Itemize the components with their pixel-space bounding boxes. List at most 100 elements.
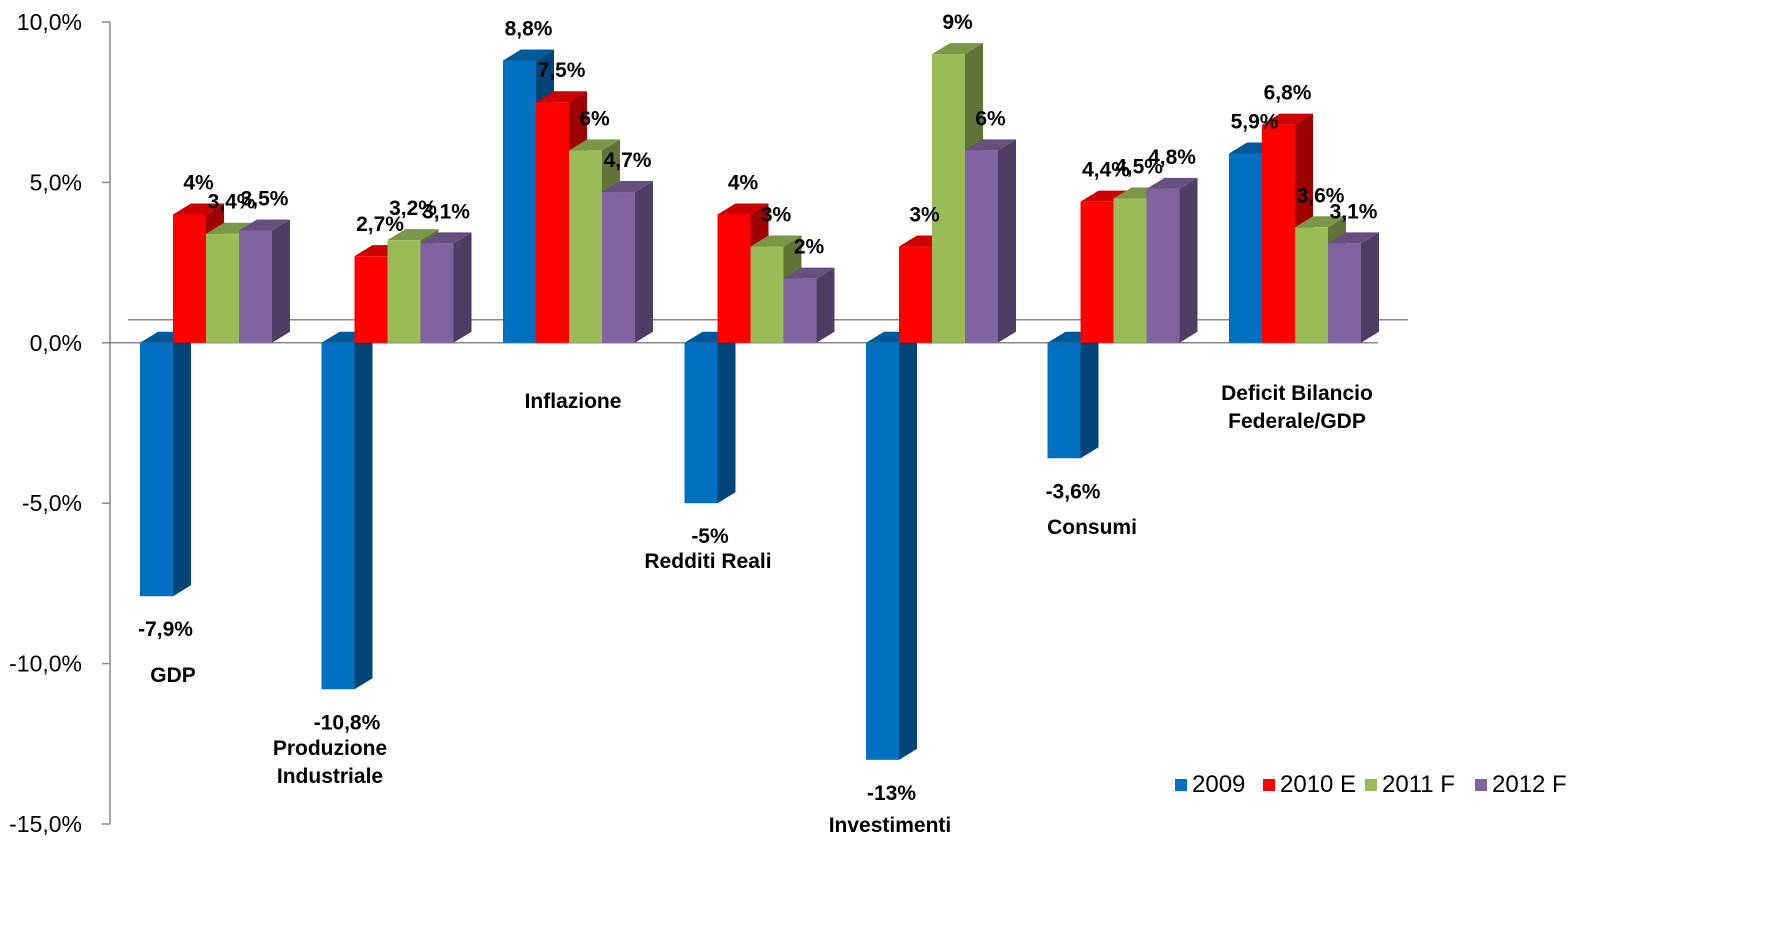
bar-front — [239, 230, 272, 343]
bar-front — [321, 342, 355, 690]
data-label: 3,4% — [208, 191, 256, 214]
data-label: 3% — [909, 204, 940, 227]
bar-front — [783, 278, 817, 343]
bar-investimenti-2009 — [866, 331, 917, 760]
bar-side — [899, 331, 917, 760]
legend-label: 2010 E — [1280, 771, 1356, 798]
bar-front — [387, 240, 421, 343]
data-labels: -7,9%4%3,4%3,5%-10,8%2,7%3,2%3,1%8,8%7,5… — [138, 11, 1378, 805]
data-label: 3,5% — [241, 188, 289, 211]
legend-label: 2009 — [1192, 771, 1245, 798]
bar-side — [354, 331, 373, 690]
bar-top — [1262, 113, 1313, 125]
bar-side — [272, 219, 290, 343]
bar-side — [173, 331, 191, 597]
y-tick-label: 0,0% — [30, 330, 82, 356]
data-label: -3,6% — [1046, 480, 1101, 503]
bar-front — [899, 246, 932, 343]
category-label-line: Federale/GDP — [1228, 410, 1366, 433]
bar-front — [866, 342, 899, 760]
bar-front — [503, 60, 536, 343]
bar-consumi-2009 — [1047, 331, 1099, 459]
bar-inflazione-2012-f — [602, 181, 653, 343]
bar-front — [1080, 201, 1114, 343]
data-label: 3% — [761, 204, 792, 227]
bar-top — [173, 203, 224, 215]
legend-swatch — [1475, 779, 1487, 791]
category-label-line: Inflazione — [525, 390, 622, 413]
bar-front — [932, 54, 965, 343]
y-tick-label: -15,0% — [9, 811, 82, 837]
bar-top — [602, 181, 653, 193]
data-label: 6% — [975, 107, 1006, 130]
category-label-line: Redditi Reali — [644, 550, 771, 573]
y-tick-label: 10,0% — [17, 9, 82, 35]
bar-gdp-2009 — [140, 331, 191, 597]
category-label: Consumi — [1047, 516, 1137, 539]
bar-top — [503, 49, 554, 61]
category-labels: GDP Produzione Industriale Inflazione Reddit… — [150, 382, 1373, 837]
bar-front — [684, 342, 718, 504]
data-label: 9% — [942, 11, 973, 34]
data-label: 3,1% — [422, 200, 470, 223]
bar-front — [602, 192, 635, 343]
bar-top — [932, 43, 983, 55]
bar-top — [420, 232, 472, 244]
bar-top — [1328, 232, 1379, 244]
category-label-line: Consumi — [1047, 516, 1137, 539]
data-label: 3,1% — [1330, 200, 1378, 223]
category-label: Produzione Industriale — [273, 737, 387, 788]
bar-front — [420, 243, 454, 343]
legend-swatch — [1175, 779, 1187, 791]
data-label: 4,8% — [1148, 146, 1196, 169]
bar-front — [1047, 342, 1081, 459]
bar-side — [1361, 232, 1379, 343]
bar-side — [635, 181, 653, 343]
bar-front — [206, 233, 239, 343]
legend-label: 2012 F — [1492, 771, 1567, 798]
y-tick-label: -10,0% — [9, 651, 82, 677]
bar-redditi-reali-2012-f — [783, 267, 835, 343]
data-label: 8,8% — [505, 17, 553, 40]
bar-top — [387, 229, 439, 241]
data-label: 4,4% — [1082, 159, 1130, 182]
data-label: -5% — [691, 525, 729, 548]
data-label: -10,8% — [314, 711, 381, 734]
bar-top — [1295, 216, 1346, 228]
bar-front — [1146, 188, 1180, 343]
category-label: Investimenti — [829, 814, 952, 837]
bar-front — [536, 102, 569, 343]
category-label-line: Deficit Bilancio — [1221, 382, 1373, 405]
bar-front — [1328, 243, 1361, 343]
bar-top — [239, 219, 290, 231]
bar-side — [453, 232, 472, 343]
legend: 2009 2010 E 2011 F 2012 F — [1175, 771, 1567, 798]
bar-front — [140, 342, 173, 597]
bar-front — [569, 150, 602, 343]
bar-top — [717, 203, 769, 215]
bar-investimenti-2012-f — [965, 139, 1016, 343]
bar-redditi-reali-2009 — [684, 331, 736, 504]
data-label: 2,7% — [356, 213, 404, 236]
bar-top — [1146, 177, 1198, 189]
data-label: 4,7% — [604, 149, 652, 172]
legend-label: 2011 F — [1382, 771, 1455, 798]
bar-side — [1080, 331, 1099, 459]
category-label: Redditi Reali — [644, 550, 771, 573]
bar-front — [1295, 227, 1328, 343]
y-axis: 10,0% 5,0% 0,0% -5,0% -10,0% -15,0% — [9, 9, 111, 837]
y-tick-label: 5,0% — [30, 169, 82, 195]
bar-top — [569, 139, 620, 151]
bar-front — [965, 150, 998, 343]
data-label: 4,5% — [1115, 155, 1163, 178]
bar-side — [1179, 177, 1198, 343]
bar-side — [998, 139, 1016, 343]
data-label: 5,9% — [1231, 111, 1279, 134]
category-label-line: Industriale — [277, 765, 383, 788]
bar-side — [717, 331, 736, 504]
category-label-line: Investimenti — [829, 814, 952, 837]
category-label: Deficit Bilancio Federale/GDP — [1221, 382, 1373, 433]
data-label: 6% — [579, 107, 610, 130]
bar-front — [1113, 198, 1147, 343]
